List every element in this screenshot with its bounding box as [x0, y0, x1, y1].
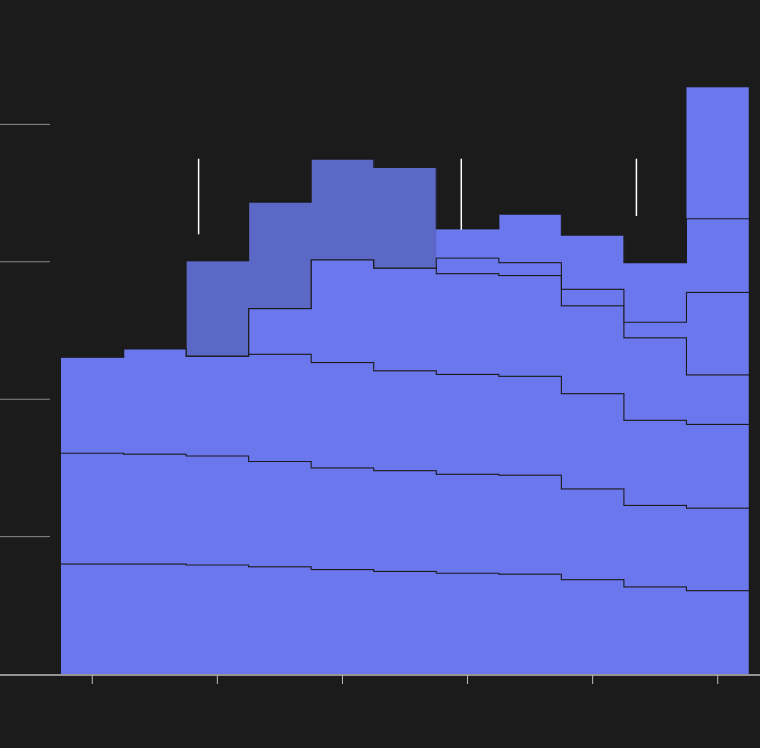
bin-fill-1 [123, 348, 187, 674]
axis-layer [0, 674, 760, 684]
errorbar-layer [197, 158, 638, 235]
grid-layer [0, 123, 50, 538]
bin-highlight-3 [248, 202, 312, 309]
bin-highlight-5 [373, 167, 437, 269]
bin-highlight-4 [311, 159, 375, 260]
bin-fill-9 [623, 262, 688, 674]
layer-boundary-4 [61, 257, 749, 358]
layer-boundary-0 [61, 563, 749, 592]
layer-boundary-5 [61, 158, 749, 358]
bin-fill-8 [561, 235, 625, 674]
bin-fill-6 [436, 228, 500, 674]
bin-highlight-2 [186, 260, 250, 357]
boundary-layer [61, 87, 751, 674]
bin-fill-7 [498, 214, 562, 674]
fill-layer [61, 87, 750, 674]
bin-fill-0 [61, 357, 125, 674]
layer-boundary-1 [61, 452, 749, 509]
bin-fill-10 [686, 87, 750, 674]
